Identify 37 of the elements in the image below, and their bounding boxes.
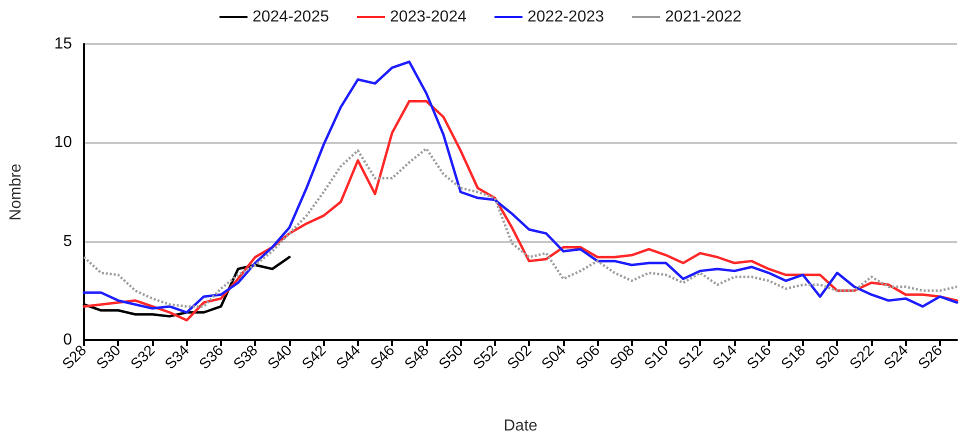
legend-label: 2024-2025 (252, 8, 330, 26)
x-axis-title: Date (504, 418, 538, 434)
x-tick-label: S42 (298, 342, 330, 373)
line-series (82, 147, 958, 308)
x-tick-label: S06 (572, 342, 604, 373)
x-tick-label: S36 (196, 342, 227, 373)
x-tick-label: S52 (470, 342, 501, 373)
y-tick-label: 5 (63, 232, 72, 250)
y-tick-label: 0 (63, 332, 72, 348)
x-tick-label: S08 (606, 342, 638, 373)
x-tick-label: S38 (230, 342, 262, 373)
x-tick-label: S50 (436, 342, 467, 373)
x-tick-label: S10 (641, 342, 672, 373)
x-tick-label: S18 (778, 342, 809, 373)
x-tick-label: S22 (846, 342, 878, 373)
x-tick-label: S40 (264, 342, 296, 373)
x-tick-label: S12 (675, 342, 706, 373)
x-tick-label: S24 (880, 342, 912, 373)
y-tick-label: 10 (54, 134, 72, 152)
x-tick-label: S48 (401, 342, 432, 373)
y-axis-title: Nombre (8, 163, 24, 220)
legend-label: 2022-2023 (528, 8, 604, 26)
x-tick-label: S30 (93, 342, 124, 373)
legend-label: 2023-2024 (390, 8, 467, 26)
y-tick-label: 15 (54, 36, 72, 52)
x-tick-label: S46 (367, 342, 398, 373)
x-tick-label: S26 (915, 342, 946, 373)
x-tick-label: S32 (128, 342, 158, 373)
line-series (82, 60, 958, 314)
x-tick-label: S20 (812, 342, 844, 373)
x-tick-label: S02 (504, 342, 536, 373)
x-tick-label: S04 (538, 342, 570, 373)
x-tick-label: S34 (162, 342, 193, 373)
legend-label: 2021-2022 (665, 8, 742, 26)
x-tick-label: S14 (710, 342, 740, 373)
x-tick-label: S44 (333, 342, 364, 373)
x-tick-label: S16 (744, 342, 775, 373)
